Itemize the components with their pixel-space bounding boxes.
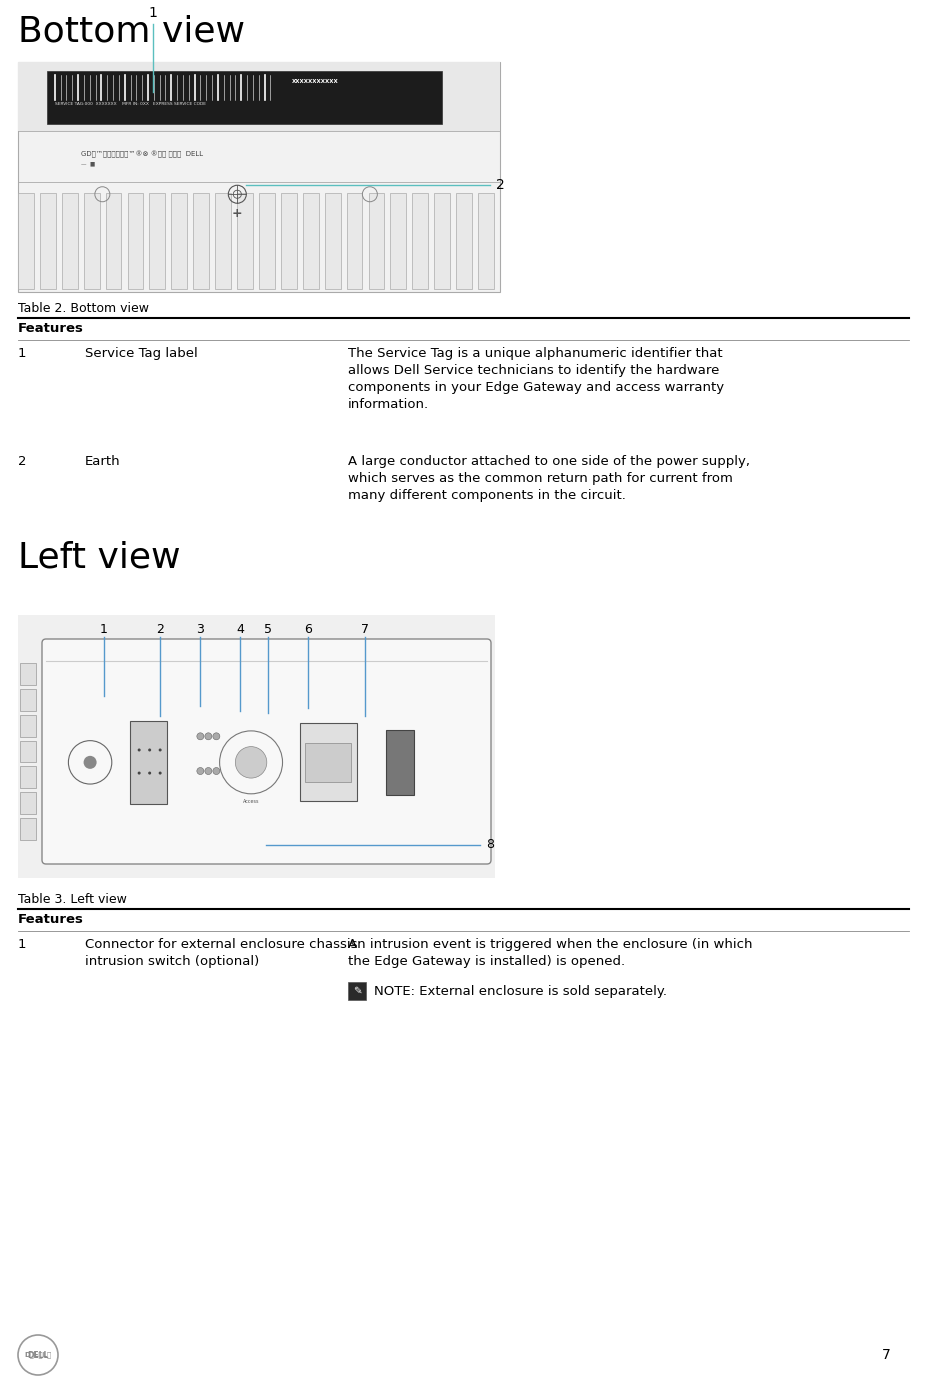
Bar	[18, 63, 500, 131]
Text: —  ■: — ■	[81, 161, 95, 167]
Circle shape	[197, 768, 204, 775]
Circle shape	[159, 772, 161, 775]
Text: GDⓂ™⒫ⓕⓒⓔⓗⓔ™®⊗ ®ⓞⓒ ⓔⓗⓑ  DELL: GDⓂ™⒫ⓕⓒⓔⓗⓔ™®⊗ ®ⓞⓒ ⓔⓗⓑ DELL	[81, 150, 203, 157]
Bar	[62, 193, 78, 289]
Text: Features: Features	[18, 321, 83, 335]
Text: 7: 7	[882, 1348, 891, 1362]
Bar	[20, 689, 36, 711]
Circle shape	[213, 768, 220, 775]
Circle shape	[205, 733, 212, 740]
Text: 1: 1	[100, 623, 108, 636]
Text: NOTE: External enclosure is sold separately.: NOTE: External enclosure is sold separat…	[374, 985, 667, 997]
Bar	[106, 193, 121, 289]
Bar	[303, 193, 319, 289]
Bar	[20, 740, 36, 762]
Text: 2: 2	[18, 455, 27, 467]
Text: A large conductor attached to one side of the power supply,
which serves as the : A large conductor attached to one side o…	[348, 455, 750, 502]
Bar	[386, 730, 414, 794]
Circle shape	[83, 755, 96, 769]
Bar	[413, 193, 428, 289]
Bar	[456, 193, 472, 289]
Bar	[47, 71, 442, 124]
Bar	[324, 193, 340, 289]
Bar	[305, 743, 351, 782]
Bar	[193, 193, 210, 289]
Bar	[20, 818, 36, 840]
Bar	[128, 193, 144, 289]
Circle shape	[138, 772, 141, 775]
Circle shape	[159, 748, 161, 751]
Bar	[369, 193, 385, 289]
Circle shape	[148, 748, 151, 751]
Text: 1: 1	[18, 938, 27, 951]
Text: Connector for external enclosure chassis
intrusion switch (optional): Connector for external enclosure chassis…	[85, 938, 358, 968]
Text: 3: 3	[197, 623, 204, 636]
Bar	[259, 193, 274, 289]
Bar	[18, 193, 33, 289]
Text: 5: 5	[264, 623, 272, 636]
Bar	[347, 193, 362, 289]
Circle shape	[213, 733, 220, 740]
Bar	[18, 615, 495, 878]
Bar	[20, 664, 36, 684]
FancyBboxPatch shape	[42, 638, 491, 864]
Text: An intrusion event is triggered when the enclosure (in which
the Edge Gateway is: An intrusion event is triggered when the…	[348, 938, 753, 968]
Bar	[237, 193, 253, 289]
Bar	[348, 982, 366, 1000]
Text: Bottom view: Bottom view	[18, 15, 245, 49]
Text: The Service Tag is a unique alphanumeric identifier that
allows Dell Service tec: The Service Tag is a unique alphanumeric…	[348, 346, 724, 410]
Bar	[390, 193, 406, 289]
Text: XXXXXXXXXXX: XXXXXXXXXXX	[292, 79, 338, 83]
Text: SERVICE TAG:000  XXXXXXX    MFR IN: 0XX   EXPRESS SERVICE CODE: SERVICE TAG:000 XXXXXXX MFR IN: 0XX EXPR…	[55, 102, 206, 106]
Bar	[299, 723, 357, 801]
Text: Left view: Left view	[18, 540, 181, 574]
Bar	[20, 766, 36, 789]
Bar	[40, 193, 56, 289]
Bar	[149, 193, 165, 289]
Bar	[434, 193, 450, 289]
Bar	[130, 721, 167, 804]
Bar	[478, 193, 494, 289]
Text: Access: Access	[243, 798, 260, 804]
Text: 2: 2	[156, 623, 164, 636]
Text: 2: 2	[496, 178, 504, 192]
Bar	[18, 63, 500, 292]
Text: +: +	[232, 207, 243, 220]
Text: 4: 4	[236, 623, 244, 636]
Circle shape	[235, 747, 267, 778]
Bar	[171, 193, 187, 289]
Text: Features: Features	[18, 912, 83, 926]
Text: 1: 1	[18, 346, 27, 360]
Bar	[281, 193, 297, 289]
Text: Table 3. Left view: Table 3. Left view	[18, 893, 127, 906]
Text: Service Tag label: Service Tag label	[85, 346, 197, 360]
Text: D⃚L⃚L⃚: D⃚L⃚L⃚	[24, 1352, 52, 1358]
Text: 1: 1	[148, 6, 158, 19]
Bar	[215, 193, 231, 289]
Bar	[20, 715, 36, 737]
Circle shape	[138, 748, 141, 751]
Text: ✎: ✎	[352, 986, 362, 996]
Text: Earth: Earth	[85, 455, 121, 467]
Text: DELL: DELL	[27, 1351, 49, 1359]
Text: Table 2. Bottom view: Table 2. Bottom view	[18, 302, 149, 314]
Circle shape	[205, 768, 212, 775]
Circle shape	[197, 733, 204, 740]
Text: 6: 6	[304, 623, 312, 636]
Text: 8: 8	[486, 839, 494, 851]
Circle shape	[148, 772, 151, 775]
Bar	[83, 193, 99, 289]
Text: 7: 7	[361, 623, 369, 636]
Bar	[20, 793, 36, 814]
